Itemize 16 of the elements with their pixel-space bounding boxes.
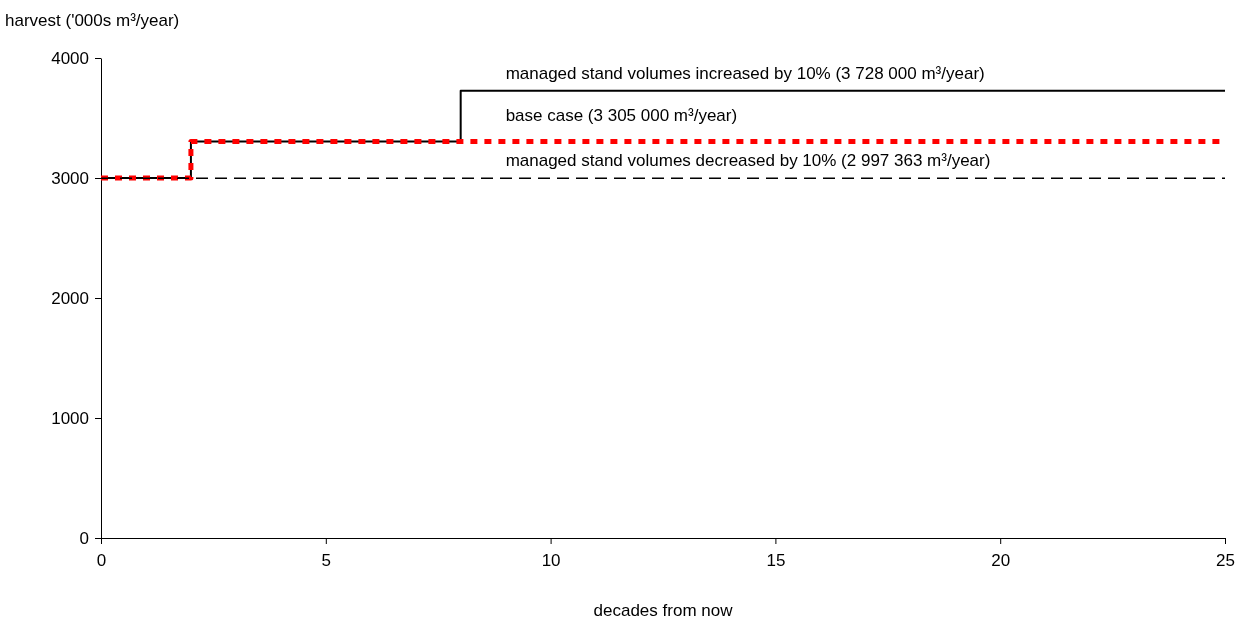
series-label: managed stand volumes increased by 10% (3 728 000 m³/year) [505,63,985,83]
series-label: managed stand volumes decreased by 10% (2 997 363 m³/year) [505,151,991,171]
y-tick-label: 4000 [51,48,89,68]
x-tick-label: 5 [321,551,332,571]
series-label: base case (3 305 000 m³/year) [505,106,738,126]
y-tick-label: 0 [79,528,89,548]
y-axis-title: harvest ('000s m³/year) [5,11,180,30]
y-tick-label: 1000 [51,408,89,428]
x-tick-label: 0 [96,551,107,571]
y-tick-label: 2000 [51,288,89,308]
y-tick-label: 3000 [51,168,89,188]
x-axis-title: decades from now [593,601,734,620]
x-tick-label: 10 [541,551,561,571]
x-tick-label: 15 [766,551,786,571]
x-tick-label: 25 [1216,551,1235,571]
x-tick-label: 20 [991,551,1011,571]
